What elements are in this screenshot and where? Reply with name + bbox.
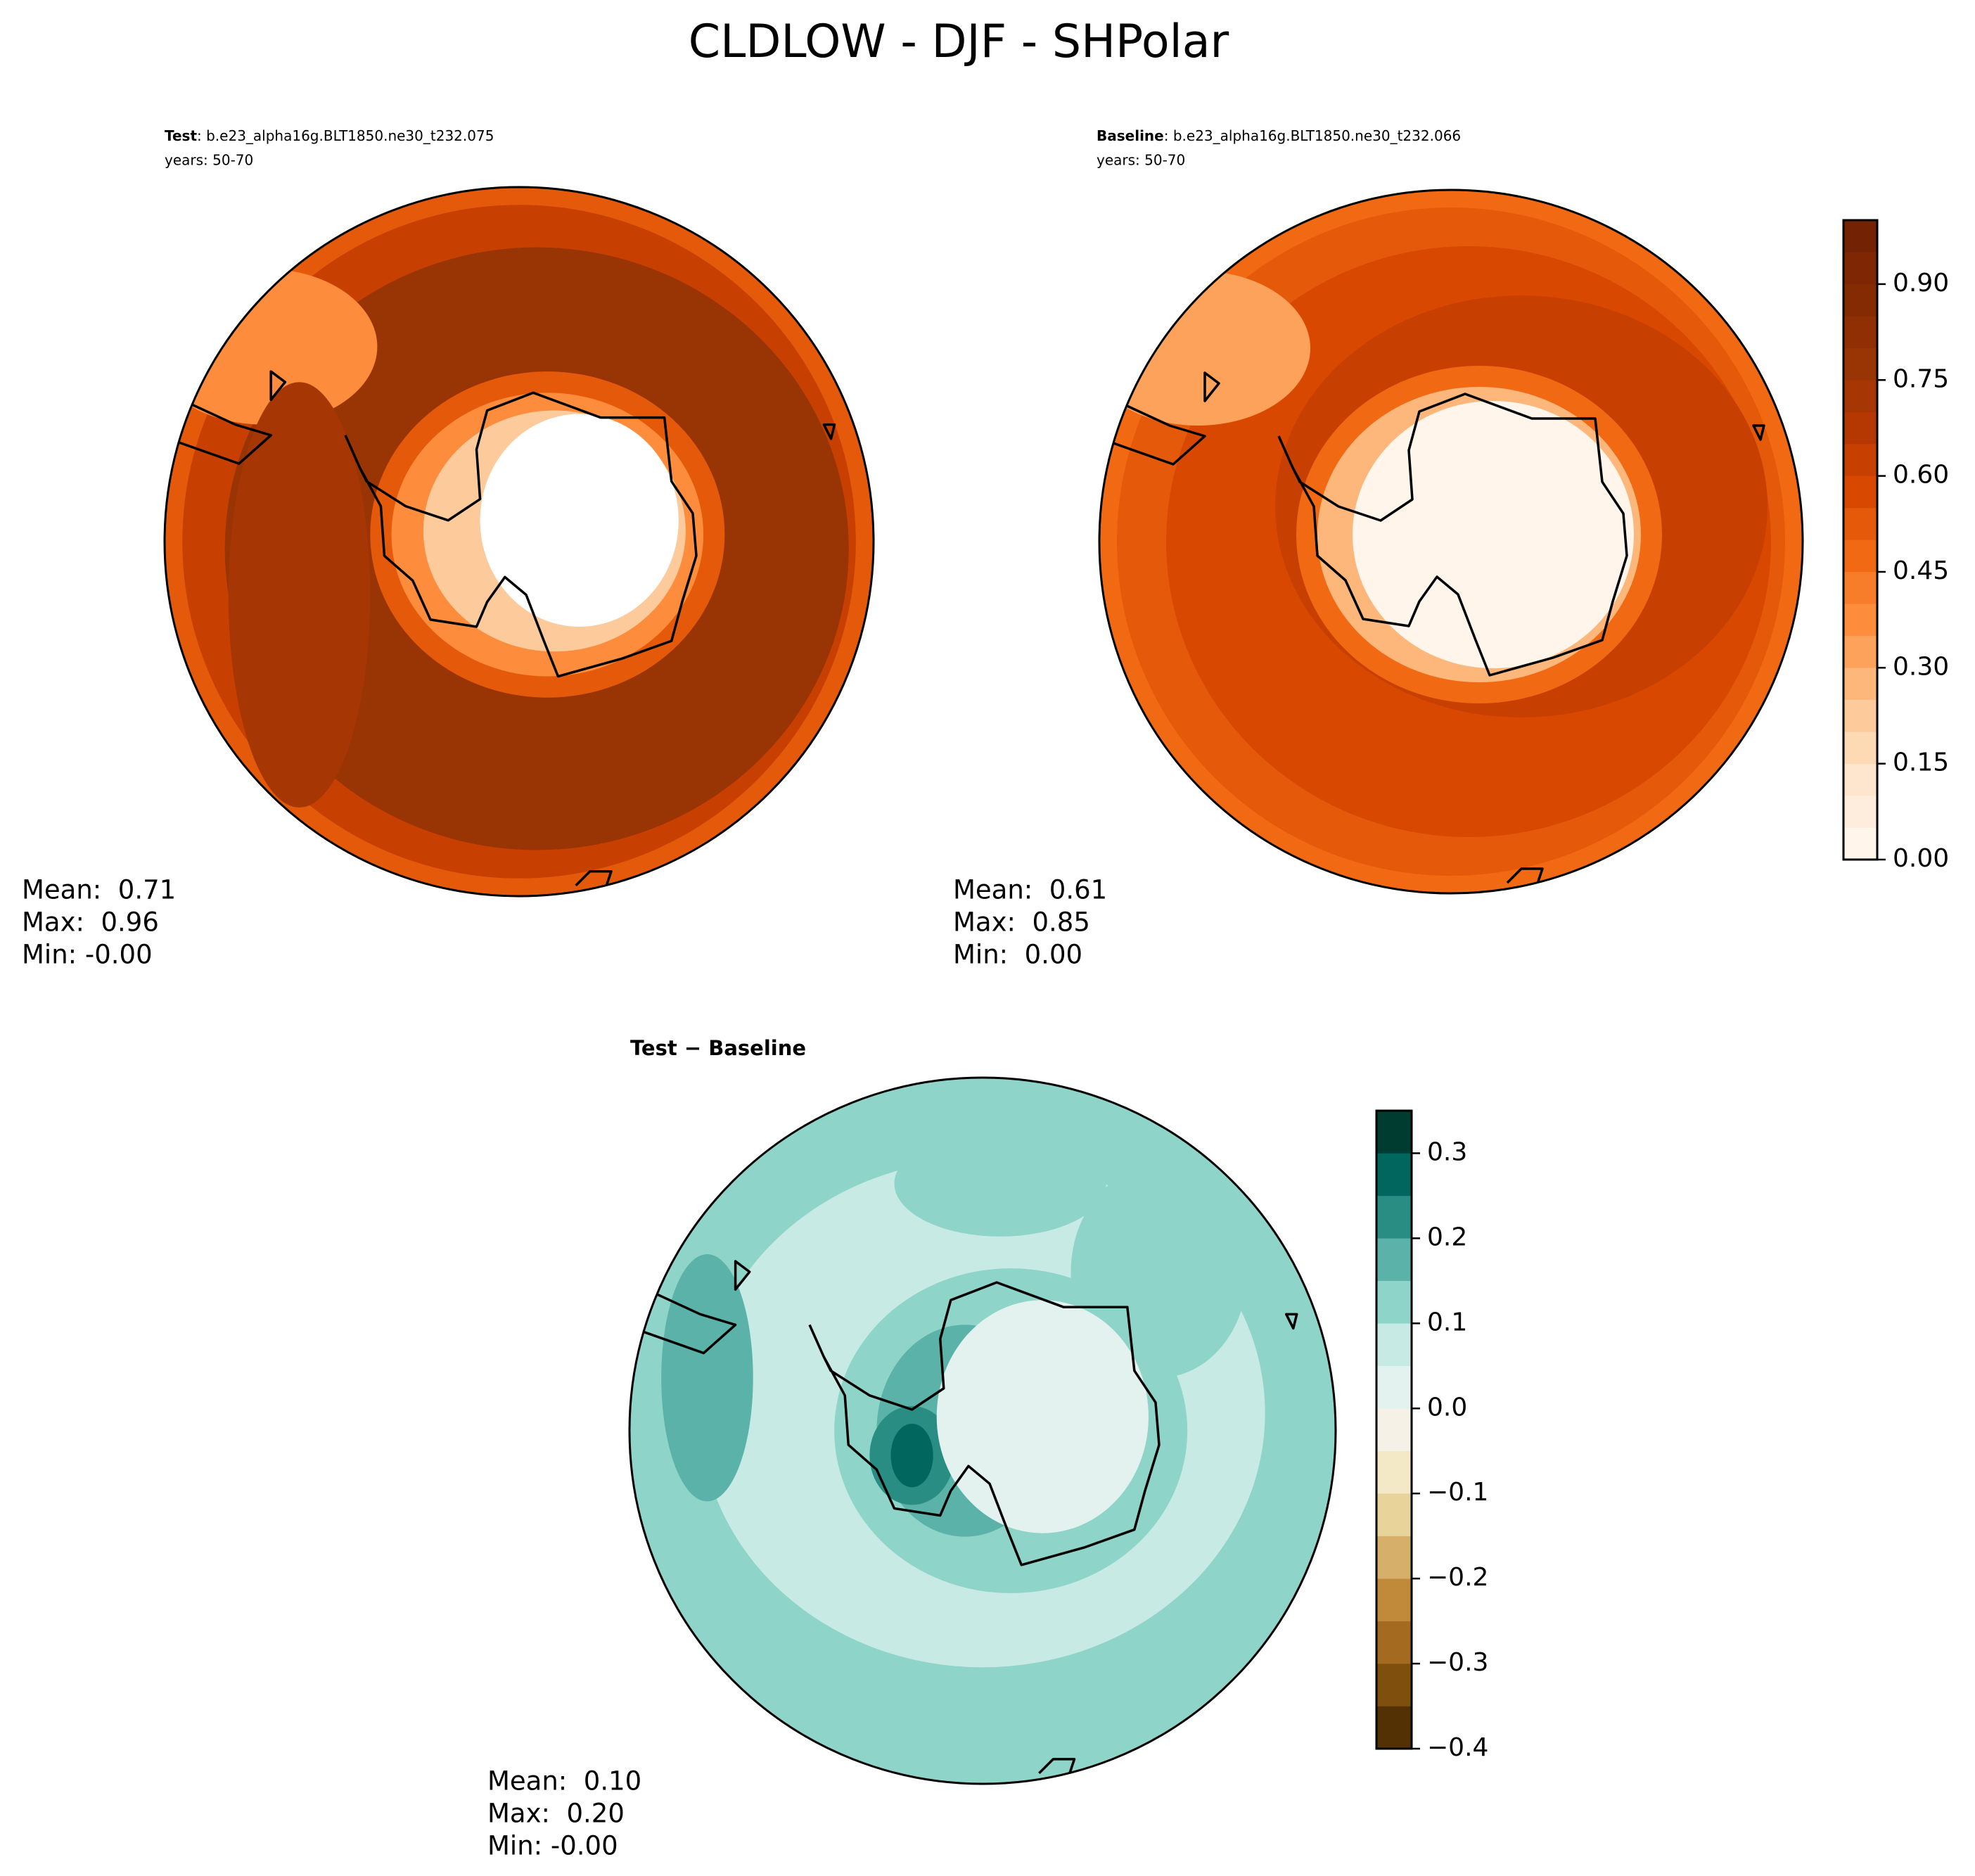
colorbar-cell xyxy=(1376,1706,1412,1749)
colorbar-cell xyxy=(1843,476,1878,509)
colorbar-tick-label: 0.90 xyxy=(1893,269,1949,298)
panel-title-label: Test xyxy=(165,127,197,144)
colorbar-cell xyxy=(1843,347,1878,381)
panel-subtitle: years: 50-70 xyxy=(1097,152,1185,169)
panel-title: Baseline: b.e23_alpha16g.BLT1850.ne30_t2… xyxy=(1097,127,1461,144)
colorbar-cell xyxy=(1843,283,1878,317)
colorbar-cell xyxy=(1376,1408,1412,1451)
colorbar-tick-label: −0.1 xyxy=(1427,1478,1488,1507)
colorbar-cell xyxy=(1843,604,1878,637)
map-difference xyxy=(629,1078,1336,1784)
colorbar-cell xyxy=(1843,763,1878,796)
map-frame xyxy=(628,1076,1337,1785)
map-baseline xyxy=(1099,190,1803,893)
stat-text: Mean: 0.61 xyxy=(953,875,1107,905)
stat-text: Max: 0.85 xyxy=(953,907,1090,938)
map-frame xyxy=(1098,189,1804,895)
colorbar-tick-label: −0.3 xyxy=(1427,1648,1488,1677)
colorbar-tick-label: 0.1 xyxy=(1427,1308,1467,1336)
panel-case: : b.e23_alpha16g.BLT1850.ne30_t232.075 xyxy=(197,127,494,144)
colorbar-cell xyxy=(1843,668,1878,700)
colorbar-cell xyxy=(1376,1238,1412,1282)
colorbar-cell xyxy=(1376,1365,1412,1409)
stat-text: Mean: 0.10 xyxy=(487,1766,641,1797)
stat-text: Min: 0.00 xyxy=(953,940,1082,970)
colorbar-cell xyxy=(1376,1280,1412,1324)
colorbar-cell xyxy=(1843,443,1878,476)
colorbar-cell xyxy=(1376,1578,1412,1621)
colorbar-tick-label: 0.60 xyxy=(1893,461,1949,490)
colorbar-cell xyxy=(1376,1536,1412,1579)
colorbar-tick-label: 0.3 xyxy=(1427,1137,1467,1166)
colorbar-tick-label: 0.0 xyxy=(1427,1393,1467,1422)
colorbar-cell xyxy=(1843,540,1878,573)
colorbar-tick-label: 0.30 xyxy=(1893,652,1949,681)
colorbar-cell xyxy=(1376,1450,1412,1494)
stat-text: Min: -0.00 xyxy=(22,940,153,970)
map-frame xyxy=(163,186,875,898)
colorbar-cell xyxy=(1843,507,1878,540)
map-test xyxy=(165,187,874,896)
colorbar-cell xyxy=(1376,1110,1412,1154)
stat-text: Min: -0.00 xyxy=(487,1831,618,1861)
colorbar-tick-label: −0.2 xyxy=(1427,1563,1488,1592)
colorbar-tick-label: 0.00 xyxy=(1893,844,1949,873)
stat-text: Max: 0.20 xyxy=(487,1799,625,1829)
colorbar-tick-label: 0.45 xyxy=(1893,556,1949,585)
colorbar-cell xyxy=(1376,1621,1412,1664)
colorbar-cell xyxy=(1843,219,1878,253)
colorbar-cell xyxy=(1843,827,1878,860)
colorbar-frame xyxy=(1375,1109,1413,1750)
panel-case: : b.e23_alpha16g.BLT1850.ne30_t232.066 xyxy=(1164,127,1461,144)
figure-title: CLDLOW - DJF - SHPolar xyxy=(689,15,1229,68)
colorbar-cell xyxy=(1843,571,1878,604)
colorbar-cell xyxy=(1843,380,1878,412)
panel-title-label: Baseline xyxy=(1097,127,1164,144)
colorbar-tick-label: −0.4 xyxy=(1427,1733,1488,1762)
panel-subtitle: years: 50-70 xyxy=(165,152,253,169)
colorbar-cell xyxy=(1843,316,1878,349)
colorbar-cell xyxy=(1843,795,1878,828)
colorbar-cell xyxy=(1376,1195,1412,1239)
colorbar-cell xyxy=(1843,699,1878,732)
colorbar-cell xyxy=(1843,635,1878,668)
colorbar-cell xyxy=(1376,1153,1412,1197)
stat-text: Max: 0.96 xyxy=(22,907,159,938)
panel-title: Test − Baseline xyxy=(630,1036,806,1060)
colorbar-cell xyxy=(1376,1323,1412,1367)
colorbar-cell xyxy=(1376,1663,1412,1706)
stat-text: Mean: 0.71 xyxy=(22,875,176,905)
colorbar-cell xyxy=(1843,731,1878,764)
colorbar-cell xyxy=(1376,1493,1412,1536)
colorbar-cell xyxy=(1843,411,1878,445)
colorbar-tick-label: 0.15 xyxy=(1893,748,1949,777)
colorbar-frame xyxy=(1842,219,1879,861)
colorbar-tick-label: 0.2 xyxy=(1427,1223,1467,1251)
colorbar-cell xyxy=(1843,252,1878,285)
panel-title: Test: b.e23_alpha16g.BLT1850.ne30_t232.0… xyxy=(165,127,494,144)
colorbar-tick-label: 0.75 xyxy=(1893,364,1949,393)
